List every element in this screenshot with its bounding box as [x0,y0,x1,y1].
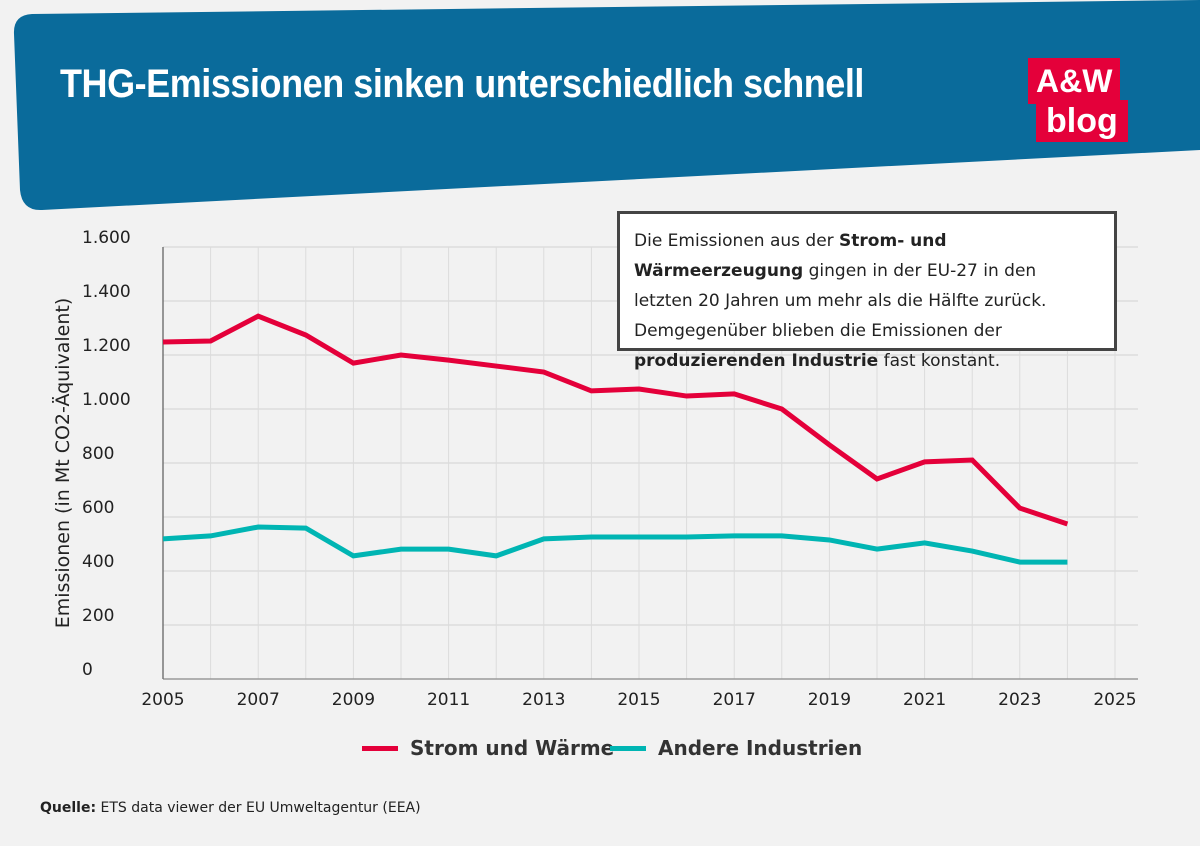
source-text: ETS data viewer der EU Umweltagentur (EE… [96,800,421,816]
y-tick-label: 1.600 [82,228,131,248]
logo-aw: A&W [1028,58,1121,104]
source-label: Quelle: [40,800,97,816]
y-axis-label: Emissionen (in Mt CO2-Äquivalent) [51,298,74,629]
y-tick-label: 1.000 [82,390,131,410]
note-text: Die Emissionen aus der [634,231,840,251]
note-text: gingen in der EU-27 in den letzten 20 Ja… [634,261,1047,341]
x-tick-label: 2007 [237,690,280,710]
x-tick-label: 2005 [141,690,184,710]
y-tick-label: 400 [82,552,114,572]
x-tick-label: 2025 [1093,690,1136,710]
y-tick-label: 800 [82,444,114,464]
y-tick-label: 600 [82,498,114,518]
y-tick-label: 1.400 [82,282,131,302]
x-tick-label: 2023 [998,690,1041,710]
series-line-0 [162,313,1069,527]
header-banner [13,0,1200,211]
note-text: Strom- und Wärmeerzeugung [634,231,947,281]
x-tick-label: 2009 [332,690,375,710]
x-tick-label: 2015 [617,690,660,710]
legend-swatch [362,745,398,751]
legend-label: Andere Industrien [658,736,863,760]
annotation-box: Die Emissionen aus der Strom- und Wärmee… [617,211,1117,371]
legend-item-industrie: Andere Industrien [610,736,862,760]
legend-swatch [610,745,646,751]
source-note: Quelle: ETS data viewer der EU Umweltage… [40,800,421,816]
y-tick-label: 200 [82,606,114,626]
banner-shape [13,0,1200,211]
x-tick-label: 2021 [903,690,946,710]
logo-blog: blog [1036,100,1128,142]
chart-title: THG-Emissionen sinken unterschiedlich sc… [60,62,864,106]
x-tick-label: 2013 [522,690,565,710]
x-tick-label: 2019 [808,690,851,710]
legend-item-strom: Strom und Wärme [362,736,614,760]
x-tick-label: 2011 [427,690,470,710]
note-text: fast konstant. [878,351,1001,371]
legend-label: Strom und Wärme [410,736,615,760]
note-text: produzierenden Industrie [634,351,879,371]
y-tick-label: 0 [82,660,93,680]
y-tick-label: 1.200 [82,336,131,356]
x-tick-label: 2017 [713,690,756,710]
series-line-1 [162,524,1068,565]
